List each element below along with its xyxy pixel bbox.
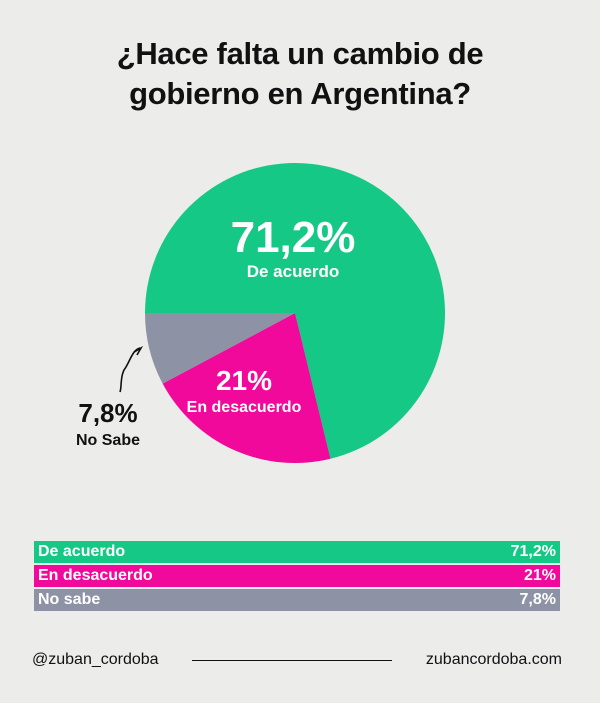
- slice-value-en-desacuerdo: 21%: [216, 365, 272, 396]
- page-title: ¿Hace falta un cambio de gobierno en Arg…: [0, 34, 600, 114]
- legend-value: 21%: [523, 567, 556, 584]
- legend-row-en-desacuerdo: En desacuerdo 21%: [34, 565, 560, 587]
- legend: De acuerdo 71,2% En desacuerdo 21% No sa…: [34, 541, 560, 613]
- footer: @zuban_cordoba zubancordoba.com: [32, 648, 562, 672]
- legend-label: De acuerdo: [38, 543, 126, 560]
- legend-label: En desacuerdo: [38, 567, 153, 584]
- slice-en-desacuerdo: [162, 313, 331, 463]
- slice-value-no-sabe: 7,8%: [78, 398, 137, 428]
- slice-label-no-sabe: No Sabe: [76, 432, 140, 449]
- legend-row-no-sabe: No sabe 7,8%: [34, 589, 560, 611]
- slice-label-de-acuerdo: De acuerdo: [247, 262, 340, 281]
- slice-de-acuerdo: [145, 163, 445, 459]
- title-line-2: gobierno en Argentina?: [129, 76, 471, 111]
- legend-value: 7,8%: [519, 591, 556, 608]
- footer-divider: [192, 659, 393, 661]
- legend-label: No sabe: [38, 591, 101, 608]
- slice-label-en-desacuerdo: En desacuerdo: [187, 399, 302, 416]
- slice-no-sabe: [145, 313, 295, 384]
- no-sabe-callout-tick: [133, 345, 144, 356]
- social-handle: @zuban_cordoba: [32, 651, 159, 668]
- website-link: zubancordoba.com: [425, 651, 562, 668]
- slice-value-de-acuerdo: 71,2%: [231, 213, 356, 262]
- legend-value: 71,2%: [510, 543, 556, 560]
- legend-row-de-acuerdo: De acuerdo 71,2%: [34, 541, 560, 563]
- pie-chart: 71,2%De acuerdo 21% En desacuerdo 7,8% No Sa…: [76, 163, 445, 463]
- title-line-1: ¿Hace falta un cambio de: [116, 36, 484, 71]
